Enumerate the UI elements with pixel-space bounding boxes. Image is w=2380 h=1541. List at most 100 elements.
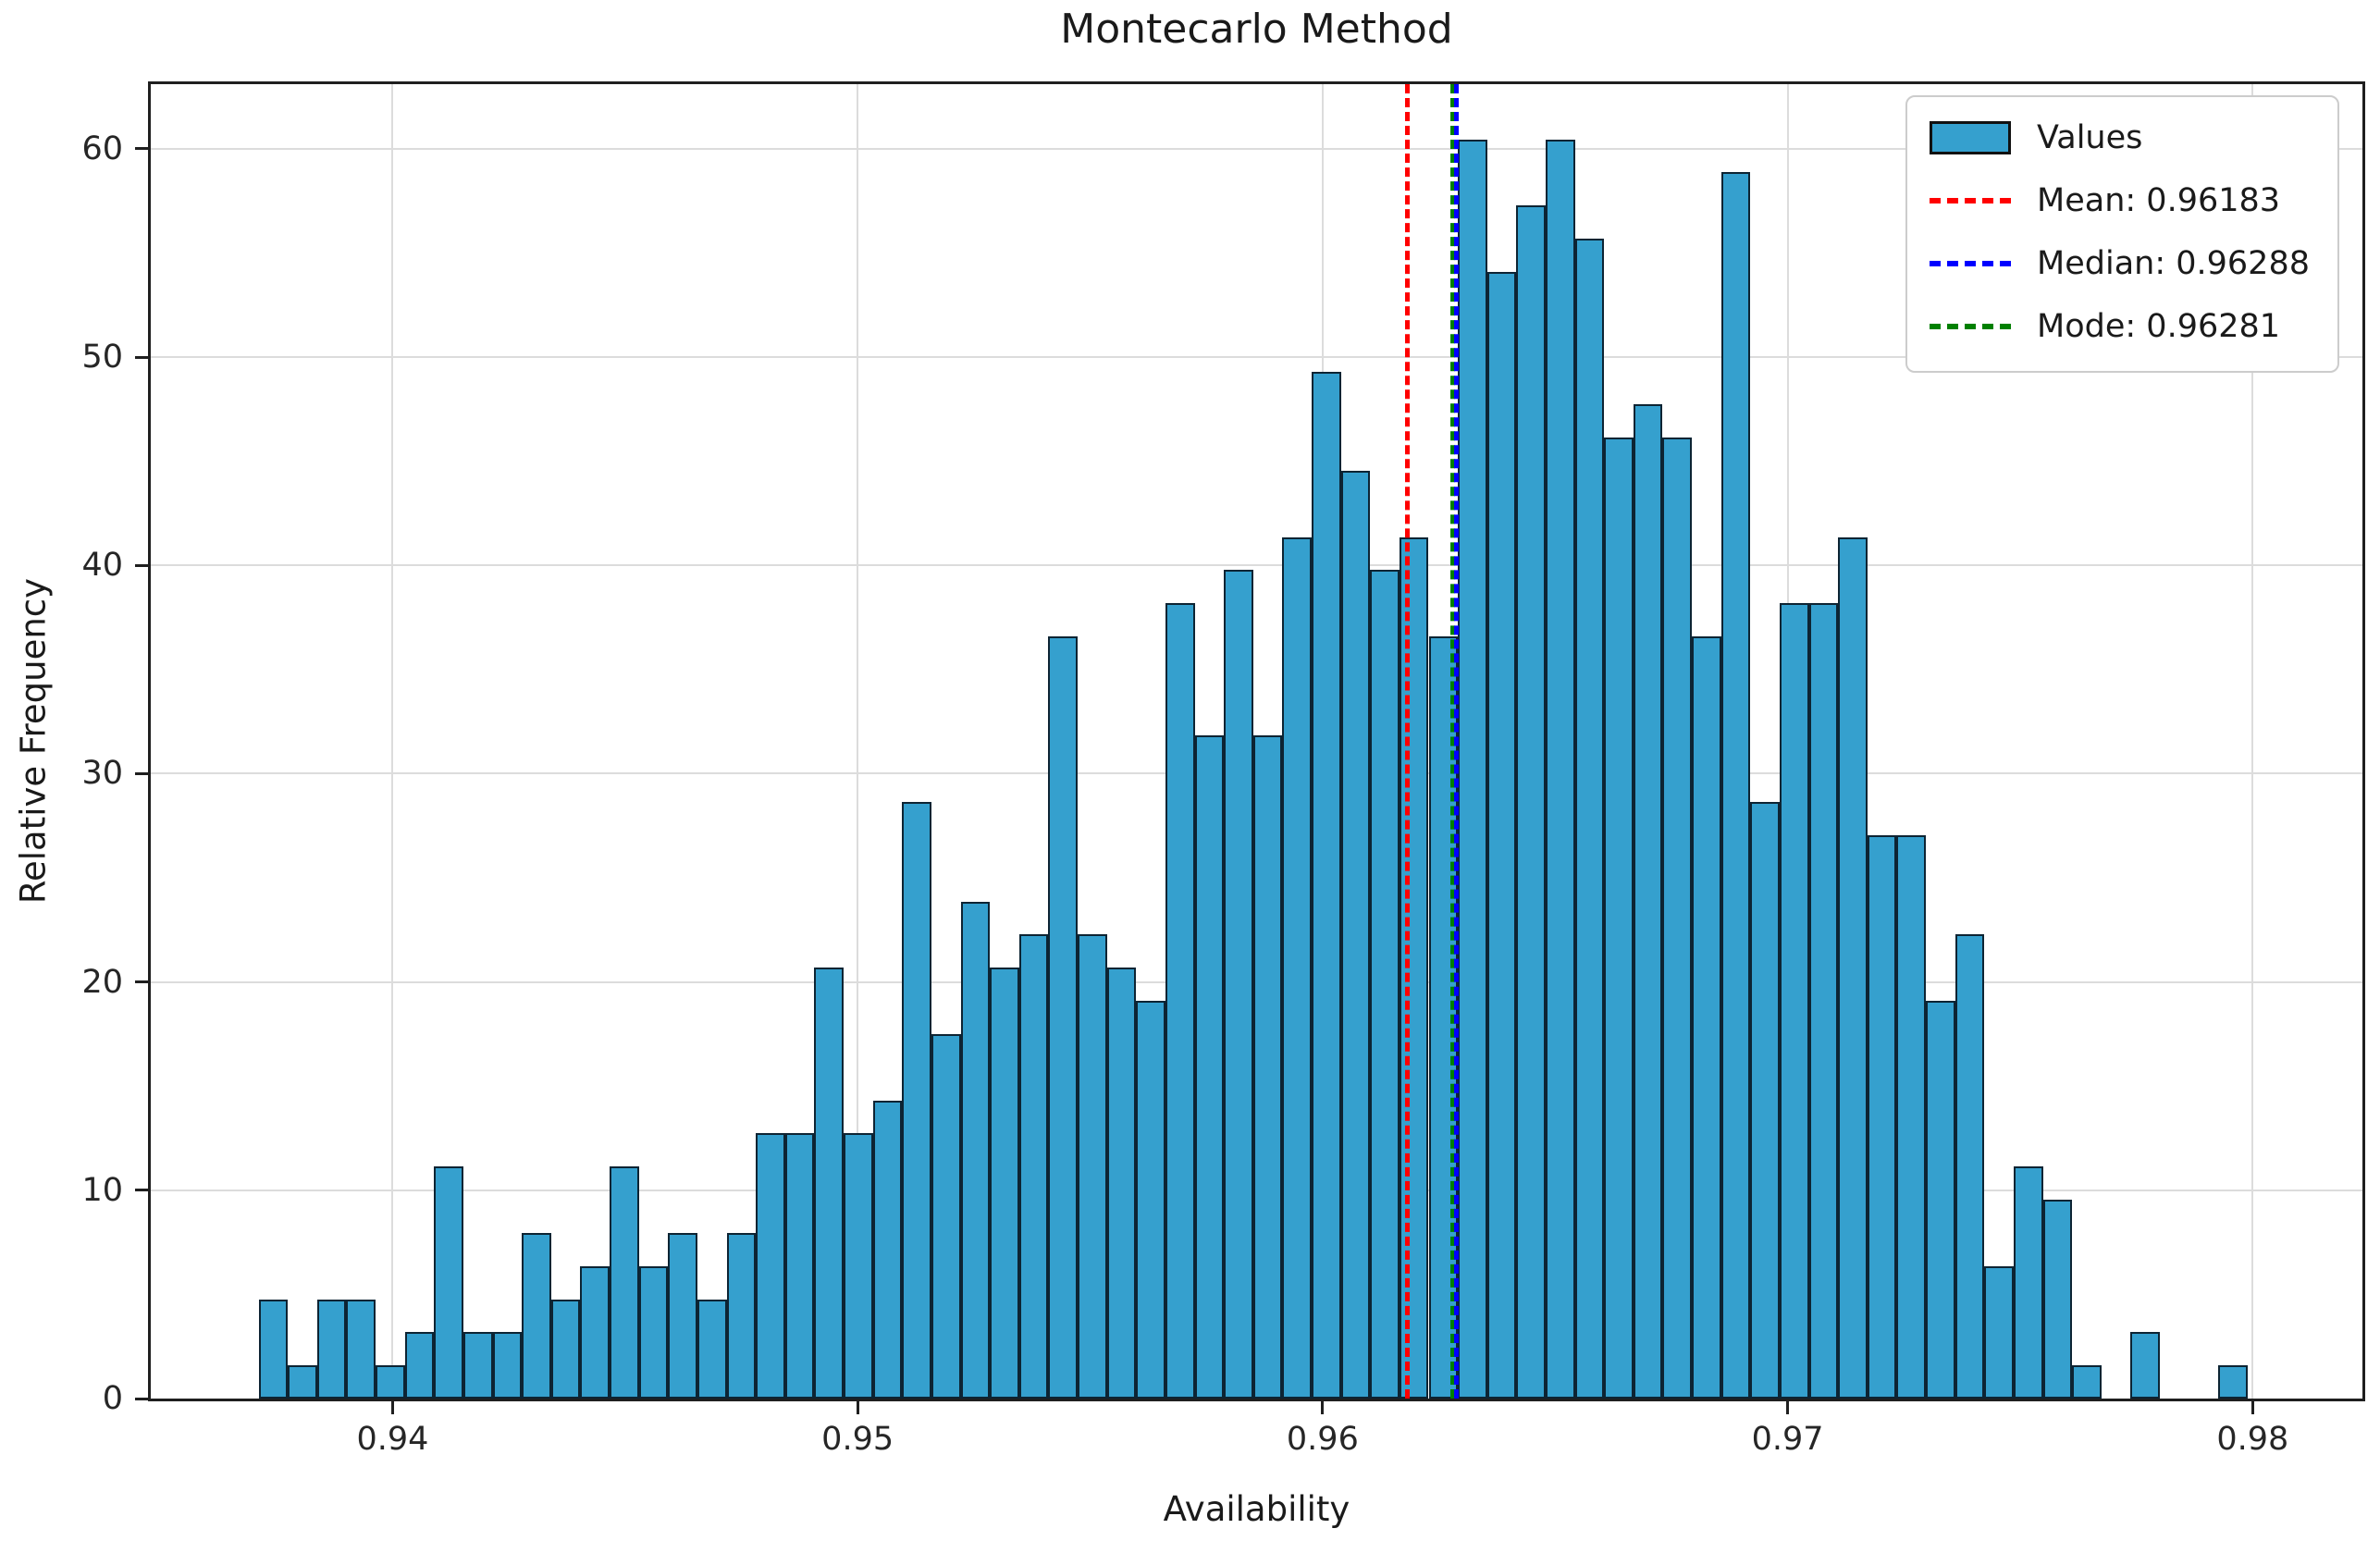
legend-item-mean: Mean: 0.96183 (1930, 179, 2310, 223)
histogram-bar (814, 968, 845, 1399)
y-tick-label: 0 (102, 1380, 123, 1417)
x-gridline (391, 84, 394, 1399)
histogram-bar (1224, 570, 1253, 1399)
histogram-bar (756, 1133, 785, 1399)
x-tick (856, 1401, 859, 1414)
mean-line (1404, 84, 1410, 1399)
histogram-bar (522, 1232, 551, 1399)
histogram-bar (1574, 239, 1605, 1399)
x-tick-label: 0.96 (1286, 1421, 1359, 1458)
histogram-bar (1048, 636, 1079, 1399)
histogram-bar (1106, 968, 1137, 1399)
x-tick (390, 1401, 394, 1414)
histogram-bar (346, 1299, 376, 1399)
histogram-bar (638, 1265, 669, 1399)
histogram-bar (1867, 835, 1897, 1399)
x-tick (1786, 1401, 1790, 1414)
histogram-bar (1458, 139, 1487, 1399)
legend-item-values: Values (1930, 116, 2310, 160)
histogram-bar (1516, 205, 1546, 1399)
histogram-bar (1779, 603, 1809, 1399)
histogram-bar (872, 1100, 903, 1399)
histogram-bar (1750, 802, 1780, 1399)
mode-line (1450, 84, 1456, 1399)
x-tick (2251, 1401, 2254, 1414)
histogram-bar (784, 1133, 815, 1399)
y-gridline (151, 356, 2362, 358)
y-tick (135, 563, 148, 567)
histogram-bar (902, 802, 931, 1399)
y-gridline (151, 147, 2362, 150)
mode-line-swatch-icon (1930, 324, 2012, 329)
histogram-bar (1370, 570, 1400, 1399)
histogram-bar (1692, 636, 1721, 1399)
histogram-bar (376, 1365, 405, 1399)
histogram-bar (1252, 735, 1283, 1399)
histogram-bar (550, 1299, 581, 1399)
histogram-bar (697, 1299, 727, 1399)
legend: Values Mean: 0.96183 Median: 0.96288 Mod… (1905, 95, 2339, 373)
legend-label: Mean: 0.96183 (2037, 182, 2281, 219)
y-tick-label: 50 (81, 339, 123, 376)
histogram-bar (1486, 271, 1517, 1399)
legend-item-median: Median: 0.96288 (1930, 241, 2310, 286)
y-axis-label: Relative Frequency (13, 577, 54, 905)
histogram-bar (580, 1265, 610, 1399)
histogram-bar (434, 1166, 463, 1399)
y-tick-label: 30 (81, 755, 123, 793)
histogram-bar (316, 1299, 347, 1399)
y-tick-label: 40 (81, 547, 123, 585)
histogram-bar (1604, 438, 1634, 1399)
histogram-bar (668, 1232, 697, 1399)
chart-title: Montecarlo Method (1060, 6, 1453, 53)
histogram-bar (1194, 735, 1225, 1399)
histogram-bar (2130, 1332, 2161, 1399)
y-tick-label: 60 (81, 129, 123, 167)
histogram-bar (1078, 934, 1107, 1399)
histogram-bar (1136, 1001, 1165, 1399)
histogram-bar (1018, 934, 1049, 1399)
histogram-bar (492, 1332, 523, 1399)
x-tick-label: 0.94 (356, 1421, 429, 1458)
y-gridline (151, 564, 2362, 567)
histogram-bar (2218, 1365, 2248, 1399)
y-tick (135, 980, 148, 984)
histogram-bar (931, 1033, 961, 1399)
values-swatch-icon (1930, 121, 2012, 154)
y-tick (135, 355, 148, 359)
median-line (1453, 84, 1459, 1399)
y-tick-label: 10 (81, 1171, 123, 1209)
histogram-bar (1838, 536, 1868, 1399)
histogram-bar (2013, 1166, 2043, 1399)
y-tick (135, 771, 148, 775)
x-gridline (857, 84, 859, 1399)
x-tick (1321, 1401, 1325, 1414)
x-gridline (2251, 84, 2254, 1399)
histogram-bar (462, 1332, 493, 1399)
histogram-bar (1165, 603, 1195, 1399)
histogram-bar (1720, 172, 1751, 1399)
histogram-bar (404, 1332, 435, 1399)
x-tick-label: 0.97 (1751, 1421, 1824, 1458)
histogram-bar (960, 901, 991, 1399)
histogram-bar (1312, 371, 1341, 1399)
histogram-bar (1984, 1265, 2014, 1399)
legend-label: Values (2037, 119, 2143, 156)
histogram-bar (1399, 536, 1429, 1399)
histogram-bar (288, 1365, 317, 1399)
histogram-bar (1545, 139, 1575, 1399)
histogram-bar (726, 1232, 757, 1399)
mean-line-swatch-icon (1930, 198, 2012, 203)
legend-label: Mode: 0.96281 (2037, 308, 2281, 345)
histogram-bar (1662, 438, 1693, 1399)
x-tick-label: 0.98 (2216, 1421, 2289, 1458)
histogram-bar (1896, 835, 1927, 1399)
legend-label: Median: 0.96288 (2037, 245, 2310, 282)
y-tick-label: 20 (81, 963, 123, 1001)
histogram-bar (610, 1166, 639, 1399)
x-axis-label: Availability (1163, 1489, 1350, 1529)
legend-item-mode: Mode: 0.96281 (1930, 304, 2310, 349)
histogram-bar (1282, 536, 1312, 1399)
